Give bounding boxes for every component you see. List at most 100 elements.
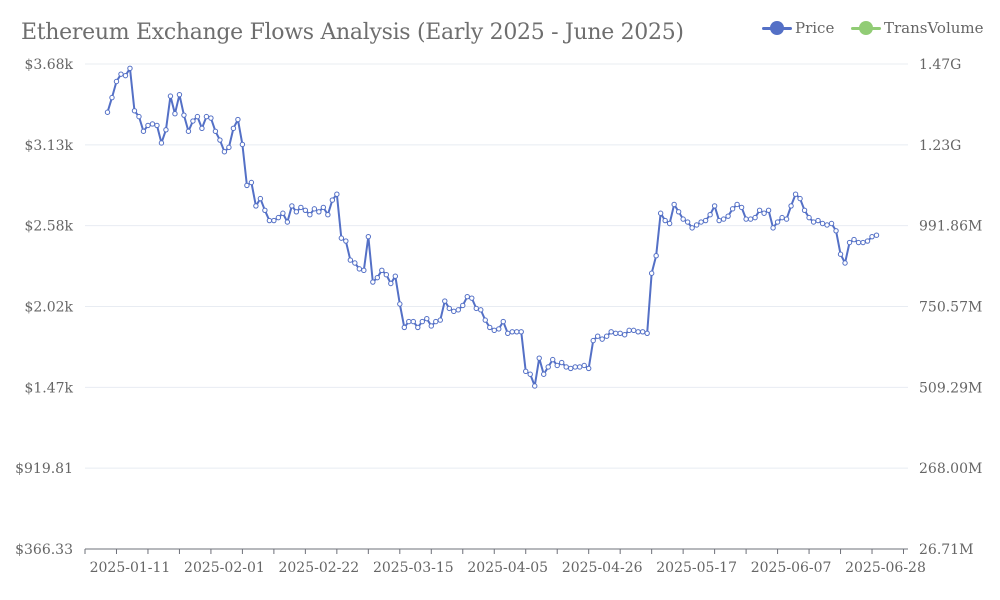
chart-title: Ethereum Exchange Flows Analysis (Early …: [21, 20, 684, 45]
price-data-point: [783, 216, 790, 222]
price-data-point: [563, 364, 569, 370]
price-data-point: [401, 324, 408, 331]
price-data-point: [527, 371, 533, 377]
price-data-point: [356, 266, 363, 272]
price-data-point: [311, 206, 318, 212]
price-data-point: [248, 179, 255, 186]
price-data-point: [325, 212, 331, 218]
price-data-point: [833, 228, 839, 234]
price-data-point: [109, 94, 115, 101]
price-data-point: [482, 317, 488, 323]
price-data-point: [824, 222, 830, 228]
price-data-point: [473, 305, 479, 312]
price-data-point: [329, 197, 336, 203]
price-data-point: [271, 217, 277, 224]
price-data-point: [113, 78, 120, 85]
price-data-point: [770, 225, 776, 231]
price-data-point: [334, 191, 340, 197]
price-data-point: [379, 267, 385, 274]
series-points: [104, 65, 880, 389]
price-data-point: [419, 318, 425, 325]
price-data-point: [145, 122, 151, 129]
price-data-point: [837, 251, 844, 257]
price-data-point: [585, 365, 592, 372]
x-tick-label: 2025-02-22: [278, 560, 359, 576]
transvolume-legend-swatch: [851, 21, 881, 35]
price-data-point: [581, 362, 587, 369]
price-data-point: [765, 207, 772, 214]
price-data-point: [752, 214, 758, 221]
y-left-tick-label: $2.02k: [24, 300, 73, 316]
price-data-point: [554, 362, 560, 369]
price-data-point: [815, 217, 821, 224]
price-data-point: [307, 212, 313, 218]
price-data-point: [869, 233, 875, 240]
price-data-point: [788, 203, 794, 209]
price-data-point: [127, 65, 133, 72]
y-right-tick-label: 268.00M: [919, 461, 982, 477]
price-data-point: [118, 71, 124, 77]
price-data-point: [338, 235, 345, 241]
legend-item-transvolume[interactable]: TransVolume: [851, 19, 984, 37]
price-data-point: [541, 371, 547, 377]
price-data-point: [518, 329, 524, 335]
price-data-point: [855, 239, 862, 246]
price-data-point: [536, 355, 542, 361]
price-data-point: [644, 330, 650, 336]
price-data-point: [630, 327, 637, 334]
y-right-tick-label: 991.86M: [919, 219, 982, 235]
price-data-point: [505, 330, 511, 336]
price-data-point: [648, 270, 655, 276]
price-data-point: [819, 220, 826, 227]
price-data-point: [190, 118, 196, 124]
y-left-tick-label: $3.13k: [24, 138, 73, 154]
price-data-point: [747, 216, 754, 222]
price-data-point: [226, 144, 232, 151]
price-data-point: [693, 222, 700, 228]
price-data-point: [244, 182, 250, 189]
price-data-point: [446, 305, 452, 312]
price-data-point: [235, 116, 241, 123]
price-data-point: [289, 203, 295, 209]
price-data-point: [280, 210, 286, 216]
price-data-point: [365, 233, 372, 240]
axes: $366.33 26.71M $919.81 268.00M $1.47k 509.29M…: [15, 57, 982, 576]
x-tick-label: 2025-05-17: [656, 560, 737, 576]
price-data-point: [239, 141, 246, 148]
price-data-point: [720, 216, 727, 222]
price-data-point: [397, 301, 403, 307]
price-data-point: [293, 209, 300, 215]
price-data-point: [792, 191, 799, 197]
price-data-point: [779, 214, 785, 221]
price-data-point: [487, 324, 493, 331]
y-right-tick-label: 1.23G: [919, 138, 961, 154]
price-data-point: [406, 318, 412, 325]
price-data-point: [842, 260, 848, 266]
price-data-point: [158, 140, 165, 146]
price-data-point: [594, 333, 601, 339]
price-data-point: [410, 318, 416, 325]
price-data-point: [140, 128, 147, 134]
legend-label-price: Price: [795, 19, 835, 37]
price-data-point: [257, 195, 264, 202]
price-data-point: [316, 209, 322, 215]
price-data-point: [500, 318, 506, 325]
price-data-point: [136, 113, 142, 120]
x-tick-label: 2025-01-11: [90, 560, 171, 576]
price-data-point: [194, 113, 201, 120]
price-data-point: [221, 149, 228, 155]
price-data-point: [734, 201, 740, 208]
price-data-point: [167, 93, 174, 99]
series-lines: [106, 67, 877, 387]
price-data-point: [689, 225, 695, 231]
price-data-point: [122, 72, 129, 79]
legend-item-price[interactable]: Price: [762, 19, 834, 37]
price-data-point: [437, 317, 443, 323]
price-data-point: [496, 326, 502, 332]
price-data-point: [433, 318, 439, 325]
price-data-point: [761, 210, 767, 216]
price-data-point: [361, 267, 367, 274]
y-right-tick-label: 1.47G: [919, 57, 961, 73]
price-data-point: [352, 260, 358, 266]
price-data-point: [590, 337, 596, 344]
